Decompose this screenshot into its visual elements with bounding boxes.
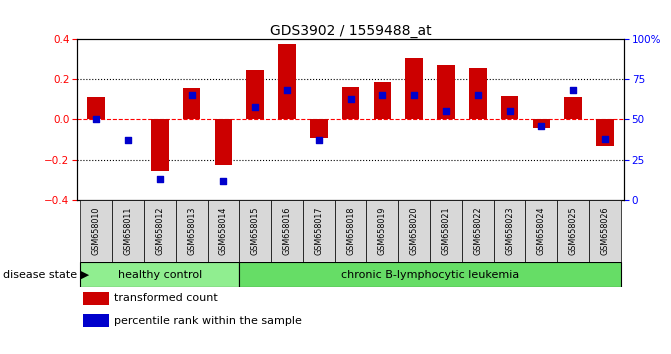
Bar [533, 120, 550, 127]
Point [346, 96, 356, 101]
FancyBboxPatch shape [335, 200, 366, 262]
Text: GSM658023: GSM658023 [505, 207, 514, 255]
FancyBboxPatch shape [81, 262, 240, 287]
Bar [183, 88, 201, 120]
Point [441, 109, 452, 114]
Point [187, 92, 197, 98]
Text: GSM658018: GSM658018 [346, 207, 355, 255]
Bar [310, 120, 327, 138]
Bar [342, 87, 360, 120]
Text: GSM658015: GSM658015 [251, 207, 260, 255]
Text: healthy control: healthy control [117, 270, 202, 280]
Bar [83, 314, 109, 327]
Point [536, 123, 547, 129]
Point [250, 104, 260, 109]
FancyBboxPatch shape [303, 200, 335, 262]
FancyBboxPatch shape [557, 200, 589, 262]
Bar [501, 96, 518, 120]
Point [600, 136, 611, 142]
FancyBboxPatch shape [589, 200, 621, 262]
Point [154, 176, 165, 182]
Bar [374, 82, 391, 120]
Text: GSM658010: GSM658010 [92, 207, 101, 255]
Text: disease state ▶: disease state ▶ [3, 270, 89, 280]
Bar [151, 120, 168, 171]
FancyBboxPatch shape [399, 200, 430, 262]
FancyBboxPatch shape [112, 200, 144, 262]
Bar [469, 68, 486, 120]
Point [377, 92, 388, 98]
Bar [278, 44, 296, 120]
Text: GSM658025: GSM658025 [568, 207, 578, 255]
Bar [437, 65, 455, 120]
Point [472, 92, 483, 98]
Text: GSM658017: GSM658017 [314, 207, 323, 255]
Text: chronic B-lymphocytic leukemia: chronic B-lymphocytic leukemia [341, 270, 519, 280]
FancyBboxPatch shape [462, 200, 494, 262]
FancyBboxPatch shape [81, 200, 112, 262]
Text: GSM658022: GSM658022 [473, 207, 482, 255]
FancyBboxPatch shape [366, 200, 399, 262]
Text: GSM658013: GSM658013 [187, 207, 196, 255]
Bar [87, 97, 105, 120]
FancyBboxPatch shape [207, 200, 240, 262]
FancyBboxPatch shape [430, 200, 462, 262]
FancyBboxPatch shape [176, 200, 207, 262]
FancyBboxPatch shape [240, 262, 621, 287]
Point [313, 138, 324, 143]
Point [409, 92, 419, 98]
Text: GSM658026: GSM658026 [601, 207, 609, 255]
Point [123, 138, 134, 143]
FancyBboxPatch shape [144, 200, 176, 262]
Text: GSM658021: GSM658021 [442, 207, 450, 255]
Bar [405, 58, 423, 120]
Text: GSM658012: GSM658012 [155, 207, 164, 255]
Text: GSM658019: GSM658019 [378, 207, 387, 255]
Text: GSM658020: GSM658020 [410, 207, 419, 255]
Bar [246, 70, 264, 120]
FancyBboxPatch shape [240, 200, 271, 262]
Text: GSM658011: GSM658011 [123, 207, 133, 255]
Point [504, 109, 515, 114]
Point [282, 88, 293, 93]
Bar [83, 292, 109, 305]
Title: GDS3902 / 1559488_at: GDS3902 / 1559488_at [270, 24, 431, 38]
Bar [215, 120, 232, 165]
Text: GSM658024: GSM658024 [537, 207, 546, 255]
FancyBboxPatch shape [525, 200, 557, 262]
Point [91, 117, 101, 122]
Bar [597, 120, 614, 145]
Point [218, 178, 229, 183]
Point [568, 88, 578, 93]
Text: percentile rank within the sample: percentile rank within the sample [114, 315, 302, 326]
Text: transformed count: transformed count [114, 293, 218, 303]
FancyBboxPatch shape [271, 200, 303, 262]
FancyBboxPatch shape [494, 200, 525, 262]
Text: GSM658016: GSM658016 [282, 207, 291, 255]
Text: GSM658014: GSM658014 [219, 207, 228, 255]
Bar [564, 97, 582, 120]
